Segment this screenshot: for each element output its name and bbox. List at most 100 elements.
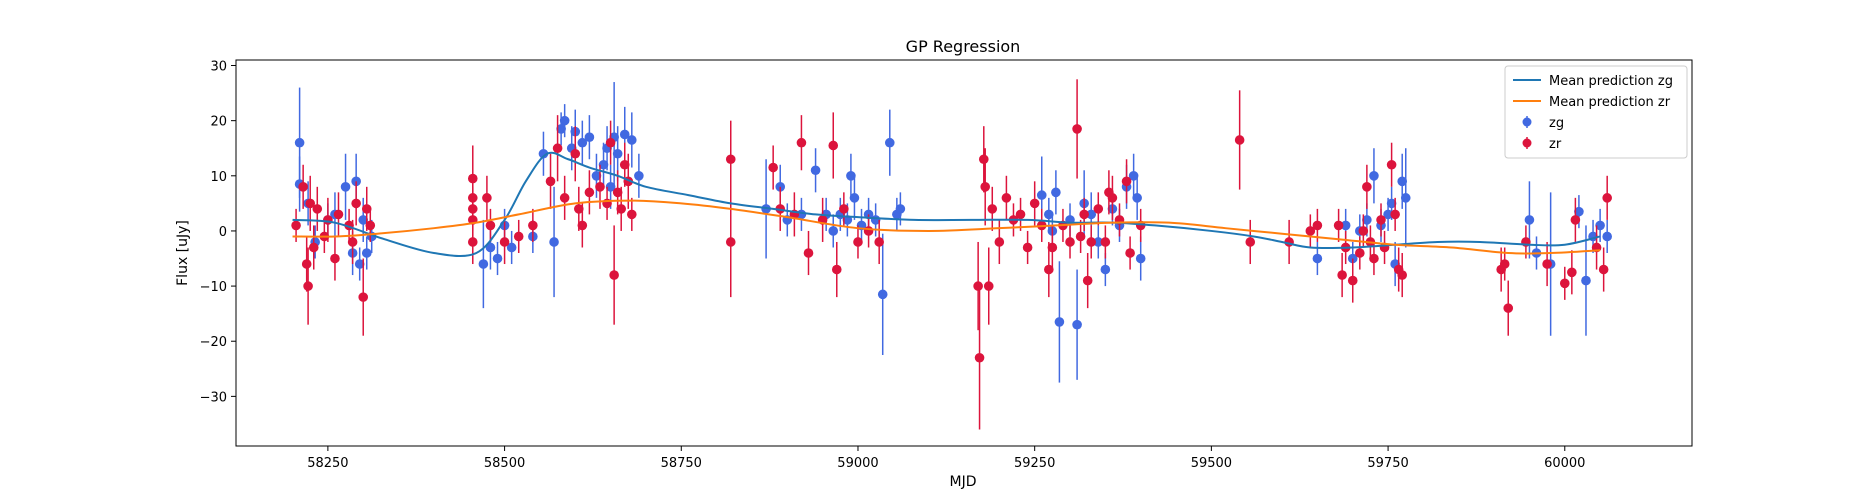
data-point: [1602, 193, 1612, 203]
data-point: [1369, 253, 1379, 264]
data-point: [312, 204, 323, 214]
data-point: [552, 143, 563, 154]
data-point: [584, 132, 595, 142]
data-point: [577, 137, 588, 148]
data-point: [1245, 237, 1256, 247]
data-point: [365, 220, 376, 231]
x-axis-label: MJD: [950, 474, 977, 490]
data-point: [358, 215, 369, 225]
data-point: [577, 220, 588, 231]
data-point: [513, 231, 524, 242]
data-point: [874, 237, 884, 247]
data-point: [528, 220, 538, 231]
data-point: [1312, 253, 1323, 264]
data-point: [1312, 220, 1323, 231]
data-point: [1383, 209, 1393, 220]
data-point: [1390, 209, 1400, 220]
data-point: [1107, 193, 1118, 203]
data-point: [323, 215, 333, 225]
data-point: [1022, 242, 1033, 253]
data-point: [725, 154, 736, 165]
data-point: [361, 204, 372, 214]
data-point: [1086, 237, 1097, 247]
data-point: [725, 237, 736, 247]
data-point: [1305, 226, 1316, 236]
data-point: [347, 237, 358, 247]
data-point: [1054, 317, 1065, 327]
data-point: [584, 187, 595, 198]
data-point: [612, 148, 623, 159]
data-point: [303, 281, 313, 291]
data-point: [492, 253, 503, 264]
x-tick-label: 59000: [837, 456, 878, 471]
x-tick-label: 58500: [484, 456, 525, 471]
data-point: [877, 289, 888, 300]
y-axis-label: Flux [uJy]: [175, 220, 191, 286]
data-point: [987, 204, 998, 214]
x-axis: 58250 58500 58750 59000 59250 59500 59750 60000: [307, 446, 1585, 471]
data-point: [1044, 264, 1054, 275]
data-point: [1376, 215, 1386, 225]
x-tick-label: 58250: [307, 456, 348, 471]
data-point: [803, 248, 814, 258]
data-point: [1499, 259, 1510, 269]
data-point: [978, 154, 989, 165]
data-point: [1086, 209, 1097, 220]
data-point: [1602, 231, 1612, 242]
data-point: [994, 237, 1005, 247]
data-point: [351, 198, 361, 209]
data-point: [559, 193, 570, 203]
data-point: [846, 171, 856, 181]
data-point: [358, 292, 369, 302]
data-point: [1044, 209, 1054, 220]
data-point: [591, 171, 602, 181]
data-point: [1570, 215, 1581, 225]
data-point: [1082, 275, 1093, 286]
data-point: [538, 148, 549, 159]
data-point: [570, 148, 581, 159]
data-point: [1340, 220, 1351, 231]
data-point: [333, 209, 344, 220]
data-point: [595, 182, 605, 192]
data-point: [482, 193, 492, 203]
data-point: [1065, 237, 1075, 247]
data-point: [1051, 187, 1061, 198]
data-point: [973, 281, 983, 291]
data-point: [291, 220, 301, 231]
data-point: [1036, 190, 1047, 200]
data-point: [1581, 275, 1591, 286]
data-point: [605, 182, 616, 192]
data-point: [853, 237, 863, 247]
data-point: [1125, 248, 1135, 258]
data-point: [895, 204, 906, 214]
legend-marker-swatch: [1522, 117, 1532, 127]
data-point: [467, 237, 478, 247]
data-point: [1047, 242, 1058, 253]
y-tick-label: −20: [200, 335, 227, 350]
data-point: [556, 124, 566, 134]
data-point: [1100, 237, 1111, 247]
data-point: [1079, 209, 1089, 220]
data-point: [1072, 319, 1082, 330]
data-point: [506, 242, 517, 253]
y-tick-label: 20: [210, 115, 227, 130]
data-point: [839, 204, 849, 214]
data-point: [1567, 267, 1577, 278]
data-point: [1128, 171, 1139, 181]
data-point: [768, 162, 778, 173]
x-tick-label: 59500: [1191, 456, 1232, 471]
data-point: [485, 220, 496, 231]
data-point: [1337, 270, 1347, 280]
data-point: [478, 259, 489, 269]
data-point: [499, 237, 510, 247]
data-point: [619, 129, 630, 140]
data-point: [1598, 264, 1609, 275]
data-point: [619, 159, 630, 170]
data-point: [980, 182, 991, 192]
legend: Mean prediction zg Mean prediction zr zg zr: [1504, 65, 1688, 159]
data-point: [559, 115, 570, 126]
data-point: [1369, 171, 1379, 181]
data-point: [884, 137, 895, 148]
x-tick-label: 58750: [661, 456, 702, 471]
